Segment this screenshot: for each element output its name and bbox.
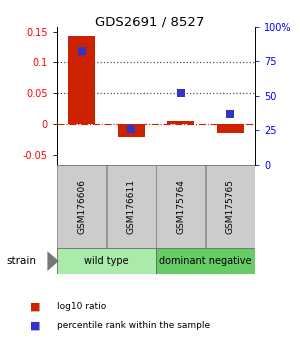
Text: ■: ■ (30, 301, 40, 311)
Text: ■: ■ (30, 321, 40, 331)
Bar (68, 36, 95, 124)
Text: dominant negative: dominant negative (159, 256, 252, 266)
Point (129, 126, 134, 132)
Text: strain: strain (7, 256, 37, 266)
Text: GDS2691 / 8527: GDS2691 / 8527 (95, 16, 205, 29)
Bar (217, 124, 244, 133)
Bar (57, 248, 156, 274)
Text: GSM176611: GSM176611 (127, 179, 136, 234)
Bar (57, 165, 106, 248)
Bar (106, 165, 156, 248)
Point (228, 111, 233, 116)
Bar (206, 165, 255, 248)
Text: GSM175764: GSM175764 (176, 179, 185, 234)
Bar (156, 248, 255, 274)
Text: percentile rank within the sample: percentile rank within the sample (57, 321, 210, 330)
Text: log10 ratio: log10 ratio (57, 302, 106, 311)
Text: GSM175765: GSM175765 (226, 179, 235, 234)
Bar (167, 121, 194, 124)
Text: wild type: wild type (84, 256, 129, 266)
Text: GSM176606: GSM176606 (77, 179, 86, 234)
Point (178, 90, 183, 96)
Bar (118, 124, 145, 137)
Polygon shape (47, 251, 59, 271)
Point (79, 48, 84, 54)
Bar (156, 165, 206, 248)
